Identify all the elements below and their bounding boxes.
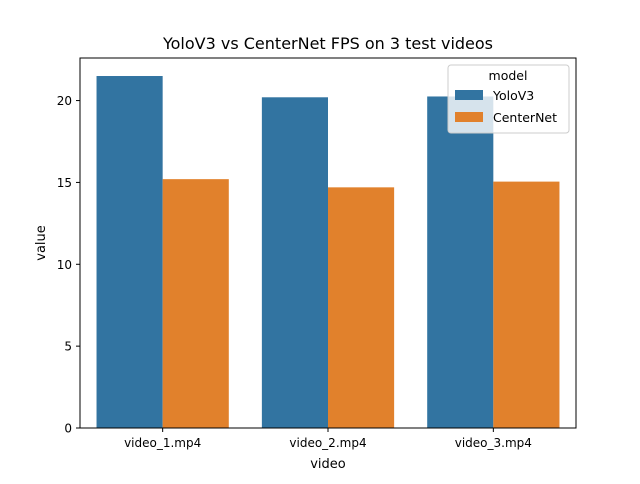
legend: model YoloV3 CenterNet [447,64,570,134]
ticks-layer: video_1.mp4 video_2.mp4 video_3.mp4 0 5 10 15 2… [57,94,532,450]
plot-area-frame [79,57,577,429]
bar-centernet-1 [162,179,229,428]
y-tick-label: 15 [57,176,72,190]
y-tick-label: 5 [64,340,72,354]
y-tick-label: 20 [57,94,72,108]
x-tick-label: video_2.mp4 [289,436,366,450]
legend-swatch-yolov3 [455,90,483,100]
legend-title: model [489,68,528,83]
bar-yolov3-2 [261,97,328,428]
y-axis-label: value [34,225,49,261]
x-tick-label: video_1.mp4 [124,436,201,450]
bars-layer [96,76,560,428]
chart-title: YoloV3 vs CenterNet FPS on 3 test videos [162,34,493,53]
legend-swatch-centernet [455,112,483,122]
bar-yolov3-3 [427,96,494,428]
legend-label-yolov3: YoloV3 [492,88,534,103]
legend-label-centernet: CenterNet [493,110,557,125]
bar-centernet-2 [328,187,395,428]
y-tick-label: 0 [64,422,72,436]
x-axis-label: video [310,457,346,472]
bar-yolov3-1 [96,76,163,428]
y-tick-label: 10 [57,258,72,272]
x-tick-label: video_3.mp4 [455,436,532,450]
bar-centernet-3 [493,181,560,428]
